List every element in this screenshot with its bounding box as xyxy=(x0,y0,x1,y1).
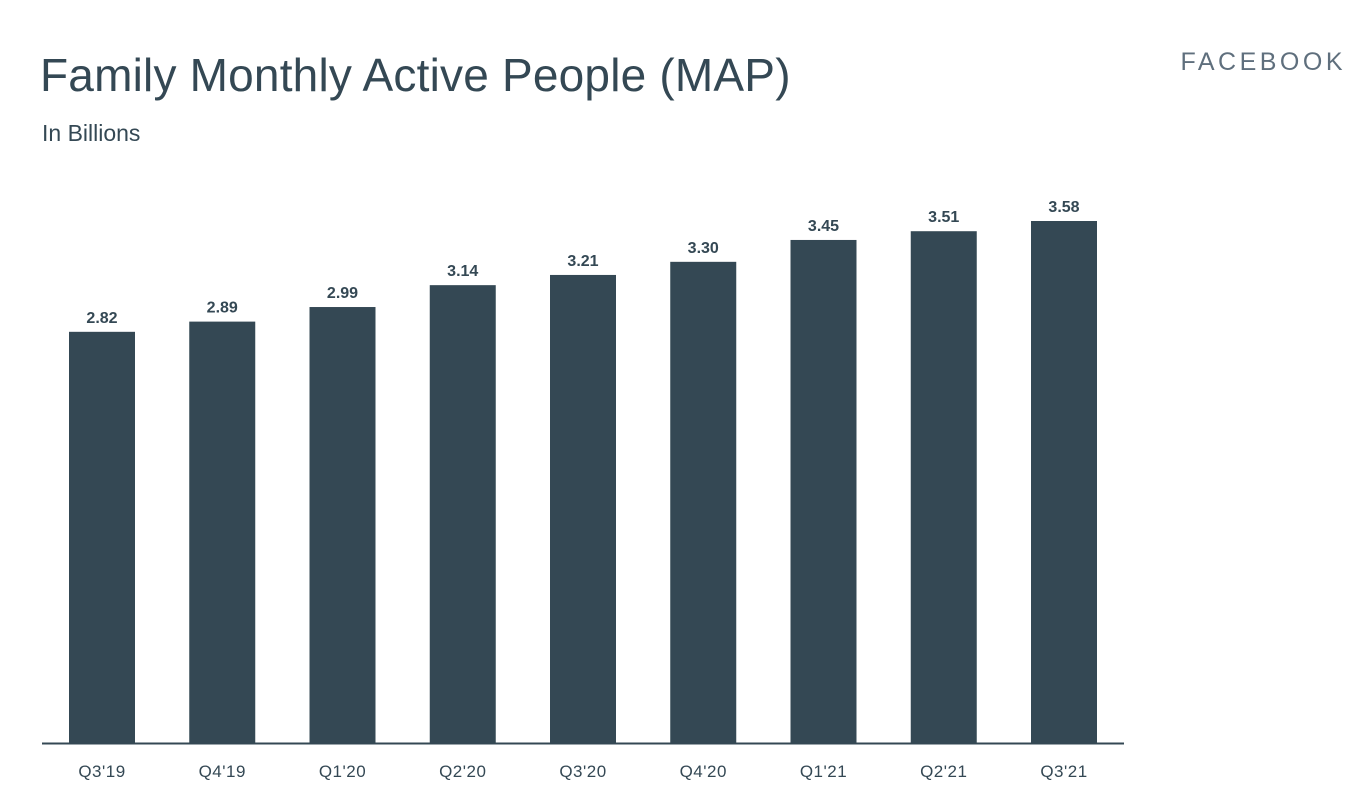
bar-Q3'21 xyxy=(1031,221,1097,743)
x-tick-label: Q1'20 xyxy=(319,762,366,781)
x-axis-tick-labels: Q3'19 Q4'19 Q1'20 Q2'20 Q3'20 Q4'20 Q1'21 Q2'21… xyxy=(78,762,1087,781)
bar-Q3'20 xyxy=(550,274,616,743)
bar-Q4'19 xyxy=(189,321,256,743)
value-label: 3.14 xyxy=(447,263,478,280)
x-tick-label: Q3'21 xyxy=(1040,762,1087,781)
value-label: 3.30 xyxy=(688,240,719,257)
value-label: 3.51 xyxy=(928,209,959,226)
value-label: 3.45 xyxy=(808,218,839,235)
value-label: 2.89 xyxy=(207,300,238,317)
value-label: 2.99 xyxy=(327,285,358,302)
x-tick-label: Q4'20 xyxy=(680,762,727,781)
value-label-group: 2.82 2.89 2.99 3.14 3.21 3.30 3.45 3.51 3.58 xyxy=(86,199,1079,327)
page-subtitle: In Billions xyxy=(42,120,141,146)
bar-group xyxy=(69,221,1097,743)
x-tick-label: Q2'21 xyxy=(920,762,967,781)
bar-Q4'20 xyxy=(670,261,737,743)
bar-Q1'20 xyxy=(309,307,376,743)
brand-logo: FACEBOOK xyxy=(1180,48,1346,76)
x-tick-label: Q3'20 xyxy=(559,762,606,781)
bar-Q1'21 xyxy=(790,239,857,743)
page-title: Family Monthly Active People (MAP) xyxy=(40,49,791,101)
value-label: 2.82 xyxy=(86,310,117,327)
x-tick-label: Q2'20 xyxy=(439,762,486,781)
x-tick-label: Q4'19 xyxy=(199,762,246,781)
bar-Q3'19 xyxy=(69,331,135,743)
x-tick-label: Q3'19 xyxy=(78,762,125,781)
x-tick-label: Q1'21 xyxy=(800,762,847,781)
bar-Q2'20 xyxy=(429,285,496,743)
value-label: 3.21 xyxy=(567,253,598,270)
value-label: 3.58 xyxy=(1048,199,1079,216)
bar-Q2'21 xyxy=(910,231,977,743)
